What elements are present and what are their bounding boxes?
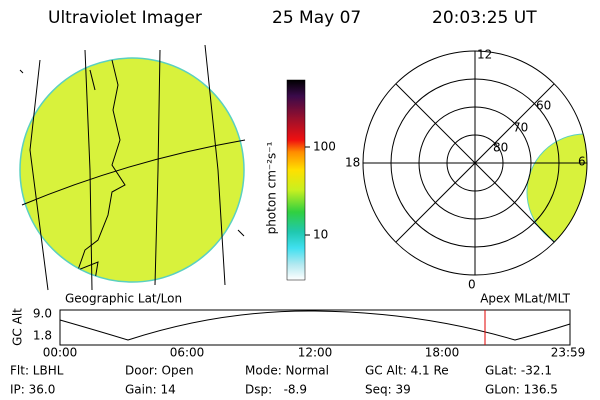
- orbit-left-label: Geographic Lat/Lon: [65, 292, 182, 306]
- status-field: Flt: LBHL: [10, 364, 64, 378]
- status-field: GLon: 136.5: [485, 383, 558, 397]
- x-tick-label: 06:00: [170, 346, 205, 360]
- mlt-label: 18: [345, 156, 360, 170]
- mlt-label: 0: [468, 278, 476, 292]
- footer: Flt: LBHL Door: Open Mode: Normal GC Alt: 4…: [10, 364, 558, 397]
- y-tick-label: 1.8: [33, 329, 52, 343]
- colorbar-tick-label: 100: [313, 140, 336, 154]
- date: 25 May 07: [272, 8, 361, 28]
- orbit-right-label: Apex MLat/MLT: [480, 292, 570, 306]
- colorbar-tick-label: 10: [313, 228, 328, 242]
- time: 20:03:25 UT: [432, 8, 537, 28]
- geographic-image: [19, 44, 246, 291]
- colorbar-label: photon cm⁻²s⁻¹: [265, 141, 279, 234]
- mlt-label: 6: [578, 155, 586, 169]
- status-field: Mode: Normal: [245, 364, 329, 378]
- x-tick-label: 00:00: [43, 346, 78, 360]
- lat-label: 70: [513, 121, 528, 135]
- colorbar: [286, 79, 306, 281]
- orbit-frame: [59, 309, 571, 346]
- status-field: Door: Open: [125, 364, 194, 378]
- x-tick-label: 18:00: [425, 346, 460, 360]
- orbit-curve: [59, 310, 571, 341]
- status-field: GC Alt: 4.1 Re: [365, 364, 449, 378]
- status-field: Gain: 14: [125, 383, 176, 397]
- title: Ultraviolet Imager: [48, 8, 202, 28]
- status-field: GLat: -32.1: [485, 364, 552, 378]
- x-tick-label: 12:00: [298, 346, 333, 360]
- x-tick-label: 23:59: [551, 346, 586, 360]
- lat-label: 60: [536, 99, 551, 113]
- y-axis-label: GC Alt: [11, 308, 25, 346]
- status-field: Seq: 39: [365, 383, 411, 397]
- mlt-label: 12: [477, 48, 492, 62]
- y-tick-label: 9.0: [33, 307, 52, 321]
- status-field: IP: 36.0: [10, 383, 55, 397]
- polar-plot: 12 18 6 0 60 70 80: [345, 48, 588, 292]
- status-field: Dsp: -8.9: [245, 383, 307, 397]
- lat-label: 80: [493, 141, 508, 155]
